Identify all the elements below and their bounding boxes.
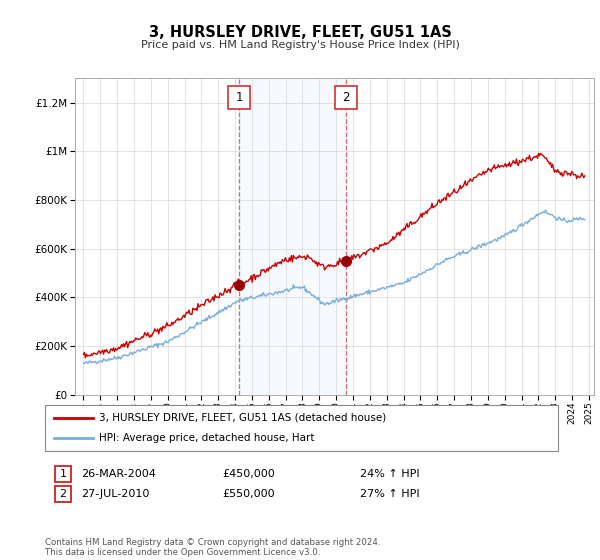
Text: £550,000: £550,000	[222, 489, 275, 499]
Text: 1: 1	[59, 469, 67, 479]
Text: HPI: Average price, detached house, Hart: HPI: Average price, detached house, Hart	[99, 433, 314, 443]
Text: Price paid vs. HM Land Registry's House Price Index (HPI): Price paid vs. HM Land Registry's House …	[140, 40, 460, 50]
Text: £450,000: £450,000	[222, 469, 275, 479]
Text: Contains HM Land Registry data © Crown copyright and database right 2024.
This d: Contains HM Land Registry data © Crown c…	[45, 538, 380, 557]
Text: 26-MAR-2004: 26-MAR-2004	[81, 469, 156, 479]
Text: 27% ↑ HPI: 27% ↑ HPI	[360, 489, 419, 499]
Bar	[239, 78, 346, 395]
Text: 2: 2	[342, 91, 350, 104]
Text: 3, HURSLEY DRIVE, FLEET, GU51 1AS: 3, HURSLEY DRIVE, FLEET, GU51 1AS	[149, 25, 451, 40]
Text: 1: 1	[235, 91, 243, 104]
Text: 3, HURSLEY DRIVE, FLEET, GU51 1AS (detached house): 3, HURSLEY DRIVE, FLEET, GU51 1AS (detac…	[99, 413, 386, 423]
Text: 2: 2	[59, 489, 67, 499]
Text: 27-JUL-2010: 27-JUL-2010	[81, 489, 149, 499]
Text: 24% ↑ HPI: 24% ↑ HPI	[360, 469, 419, 479]
